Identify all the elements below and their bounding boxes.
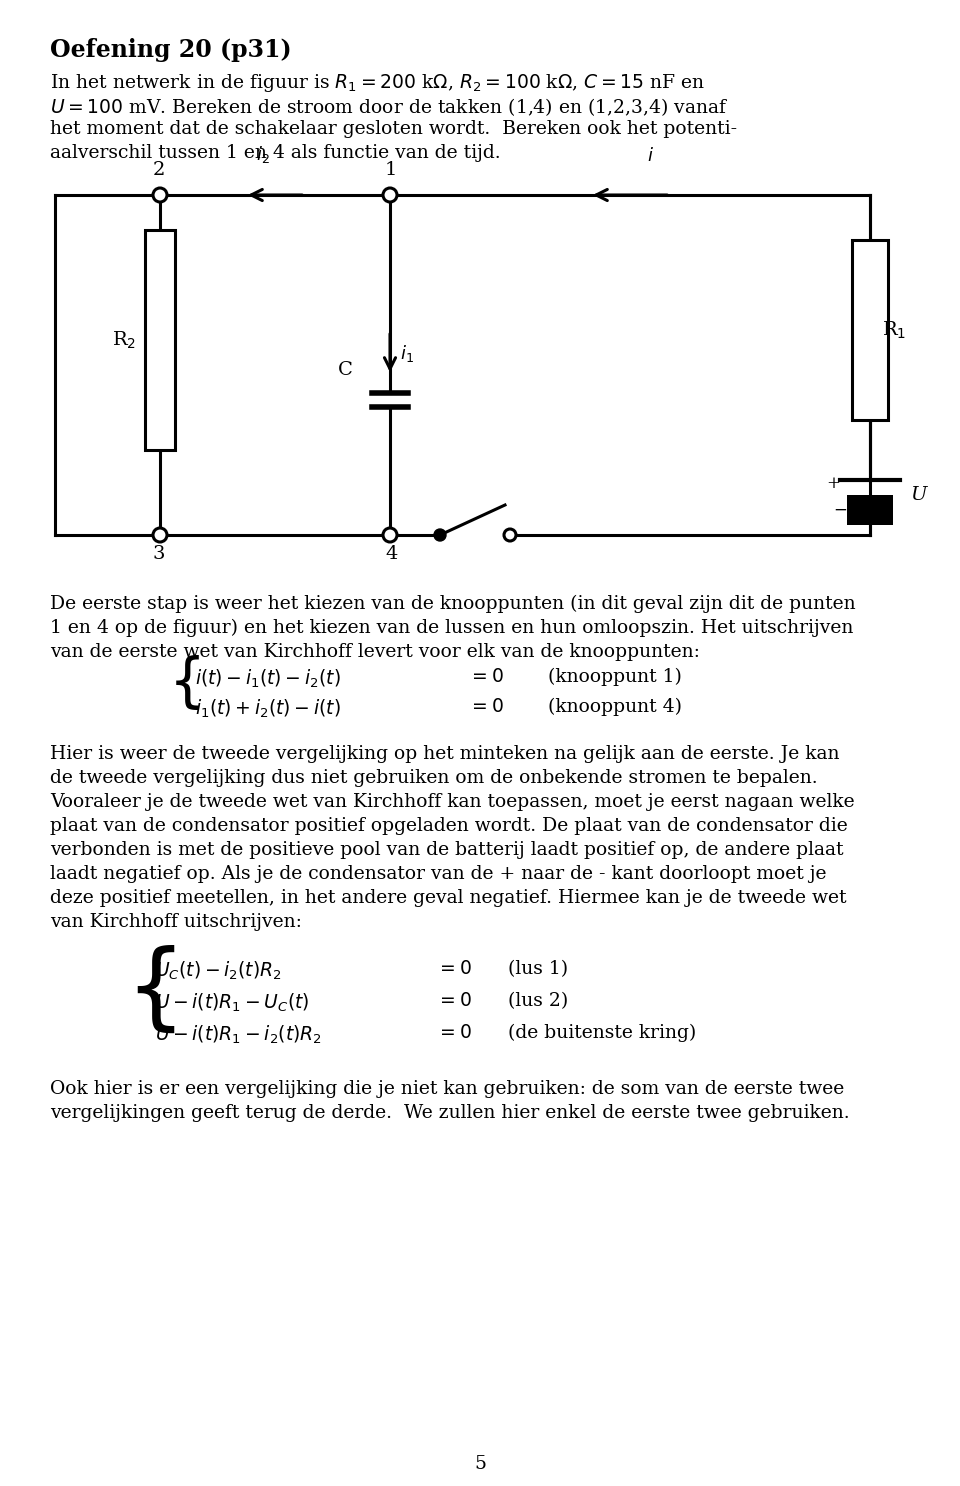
- Bar: [852, 241, 888, 421]
- Text: $i_2$: $i_2$: [256, 144, 270, 165]
- Text: deze positief meetellen, in het andere geval negatief. Hiermee kan je de tweede : deze positief meetellen, in het andere g…: [50, 889, 847, 906]
- Text: 1 en 4 op de figuur) en het kiezen van de lussen en hun omloopszin. Het uitschri: 1 en 4 op de figuur) en het kiezen van d…: [50, 620, 853, 637]
- Text: 5: 5: [474, 1455, 486, 1473]
- Circle shape: [153, 528, 167, 542]
- Text: −: −: [833, 501, 847, 519]
- Text: vergelijkingen geeft terug de derde.  We zullen hier enkel de eerste twee gebrui: vergelijkingen geeft terug de derde. We …: [50, 1104, 850, 1122]
- Text: $U - i(t)R_1 - U_C(t)$: $U - i(t)R_1 - U_C(t)$: [155, 993, 310, 1015]
- Text: $= 0$: $= 0$: [468, 669, 504, 687]
- Bar: [847, 495, 893, 525]
- Text: U: U: [910, 486, 926, 504]
- Text: laadt negatief op. Als je de condensator van de + naar de - kant doorloopt moet : laadt negatief op. Als je de condensator…: [50, 865, 827, 883]
- Circle shape: [383, 528, 397, 542]
- Text: (de buitenste kring): (de buitenste kring): [508, 1024, 696, 1042]
- Text: $i_1(t) + i_2(t) - i(t)$: $i_1(t) + i_2(t) - i(t)$: [195, 698, 341, 721]
- Circle shape: [504, 529, 516, 541]
- Text: In het netwerk in de figuur is $R_1 = 200$ k$\Omega$, $R_2 = 100$ k$\Omega$, $C : In het netwerk in de figuur is $R_1 = 20…: [50, 71, 705, 94]
- Circle shape: [153, 189, 167, 202]
- Text: $\{$: $\{$: [125, 944, 176, 1036]
- Circle shape: [434, 529, 446, 541]
- Text: (lus 1): (lus 1): [508, 960, 568, 978]
- Text: $= 0$: $= 0$: [436, 1024, 471, 1042]
- Text: R$_2$: R$_2$: [112, 330, 136, 351]
- Text: plaat van de condensator positief opgeladen wordt. De plaat van de condensator d: plaat van de condensator positief opgela…: [50, 817, 848, 835]
- Text: $= 0$: $= 0$: [436, 960, 471, 978]
- Text: 4: 4: [385, 545, 397, 563]
- Text: $i$: $i$: [646, 147, 654, 165]
- Text: van Kirchhoff uitschrijven:: van Kirchhoff uitschrijven:: [50, 912, 301, 932]
- Text: het moment dat de schakelaar gesloten wordt.  Bereken ook het potenti-: het moment dat de schakelaar gesloten wo…: [50, 120, 737, 138]
- Text: van de eerste wet van Kirchhoff levert voor elk van de knooppunten:: van de eerste wet van Kirchhoff levert v…: [50, 643, 700, 661]
- Text: $= 0$: $= 0$: [436, 993, 471, 1010]
- Text: Hier is weer de tweede vergelijking op het minteken na gelijk aan de eerste. Je : Hier is weer de tweede vergelijking op h…: [50, 744, 839, 762]
- Text: 2: 2: [153, 160, 165, 178]
- Text: $U - i(t)R_1 - i_2(t)R_2$: $U - i(t)R_1 - i_2(t)R_2$: [155, 1024, 323, 1046]
- Text: de tweede vergelijking dus niet gebruiken om de onbekende stromen te bepalen.: de tweede vergelijking dus niet gebruike…: [50, 768, 818, 788]
- Text: $\{$: $\{$: [168, 652, 200, 712]
- Text: 3: 3: [153, 545, 165, 563]
- Text: $U_C(t) - i_2(t)R_2$: $U_C(t) - i_2(t)R_2$: [155, 960, 281, 982]
- Text: Vooraleer je de tweede wet van Kirchhoff kan toepassen, moet je eerst nagaan wel: Vooraleer je de tweede wet van Kirchhoff…: [50, 794, 854, 811]
- Text: $i(t) - i_1(t) - i_2(t)$: $i(t) - i_1(t) - i_2(t)$: [195, 669, 341, 691]
- Text: +: +: [826, 474, 840, 492]
- Circle shape: [383, 189, 397, 202]
- Text: C: C: [338, 361, 353, 379]
- Text: aalverschil tussen 1 en 4 als functie van de tijd.: aalverschil tussen 1 en 4 als functie va…: [50, 144, 500, 162]
- Text: Oefening 20 (p31): Oefening 20 (p31): [50, 39, 292, 62]
- Text: 1: 1: [385, 160, 397, 178]
- Text: $= 0$: $= 0$: [468, 698, 504, 716]
- Text: $i_1$: $i_1$: [400, 342, 414, 364]
- Text: (lus 2): (lus 2): [508, 993, 568, 1010]
- Text: Ook hier is er een vergelijking die je niet kan gebruiken: de som van de eerste : Ook hier is er een vergelijking die je n…: [50, 1080, 844, 1098]
- Bar: [145, 230, 175, 450]
- Text: R$_1$: R$_1$: [882, 319, 906, 340]
- Text: verbonden is met de positieve pool van de batterij laadt positief op, de andere : verbonden is met de positieve pool van d…: [50, 841, 844, 859]
- Text: (knooppunt 4): (knooppunt 4): [548, 698, 682, 716]
- Text: (knooppunt 1): (knooppunt 1): [548, 669, 682, 687]
- Text: De eerste stap is weer het kiezen van de knooppunten (in dit geval zijn dit de p: De eerste stap is weer het kiezen van de…: [50, 594, 855, 614]
- Text: $U = 100$ mV. Bereken de stroom door de takken (1,4) en (1,2,3,4) vanaf: $U = 100$ mV. Bereken de stroom door de …: [50, 97, 729, 117]
